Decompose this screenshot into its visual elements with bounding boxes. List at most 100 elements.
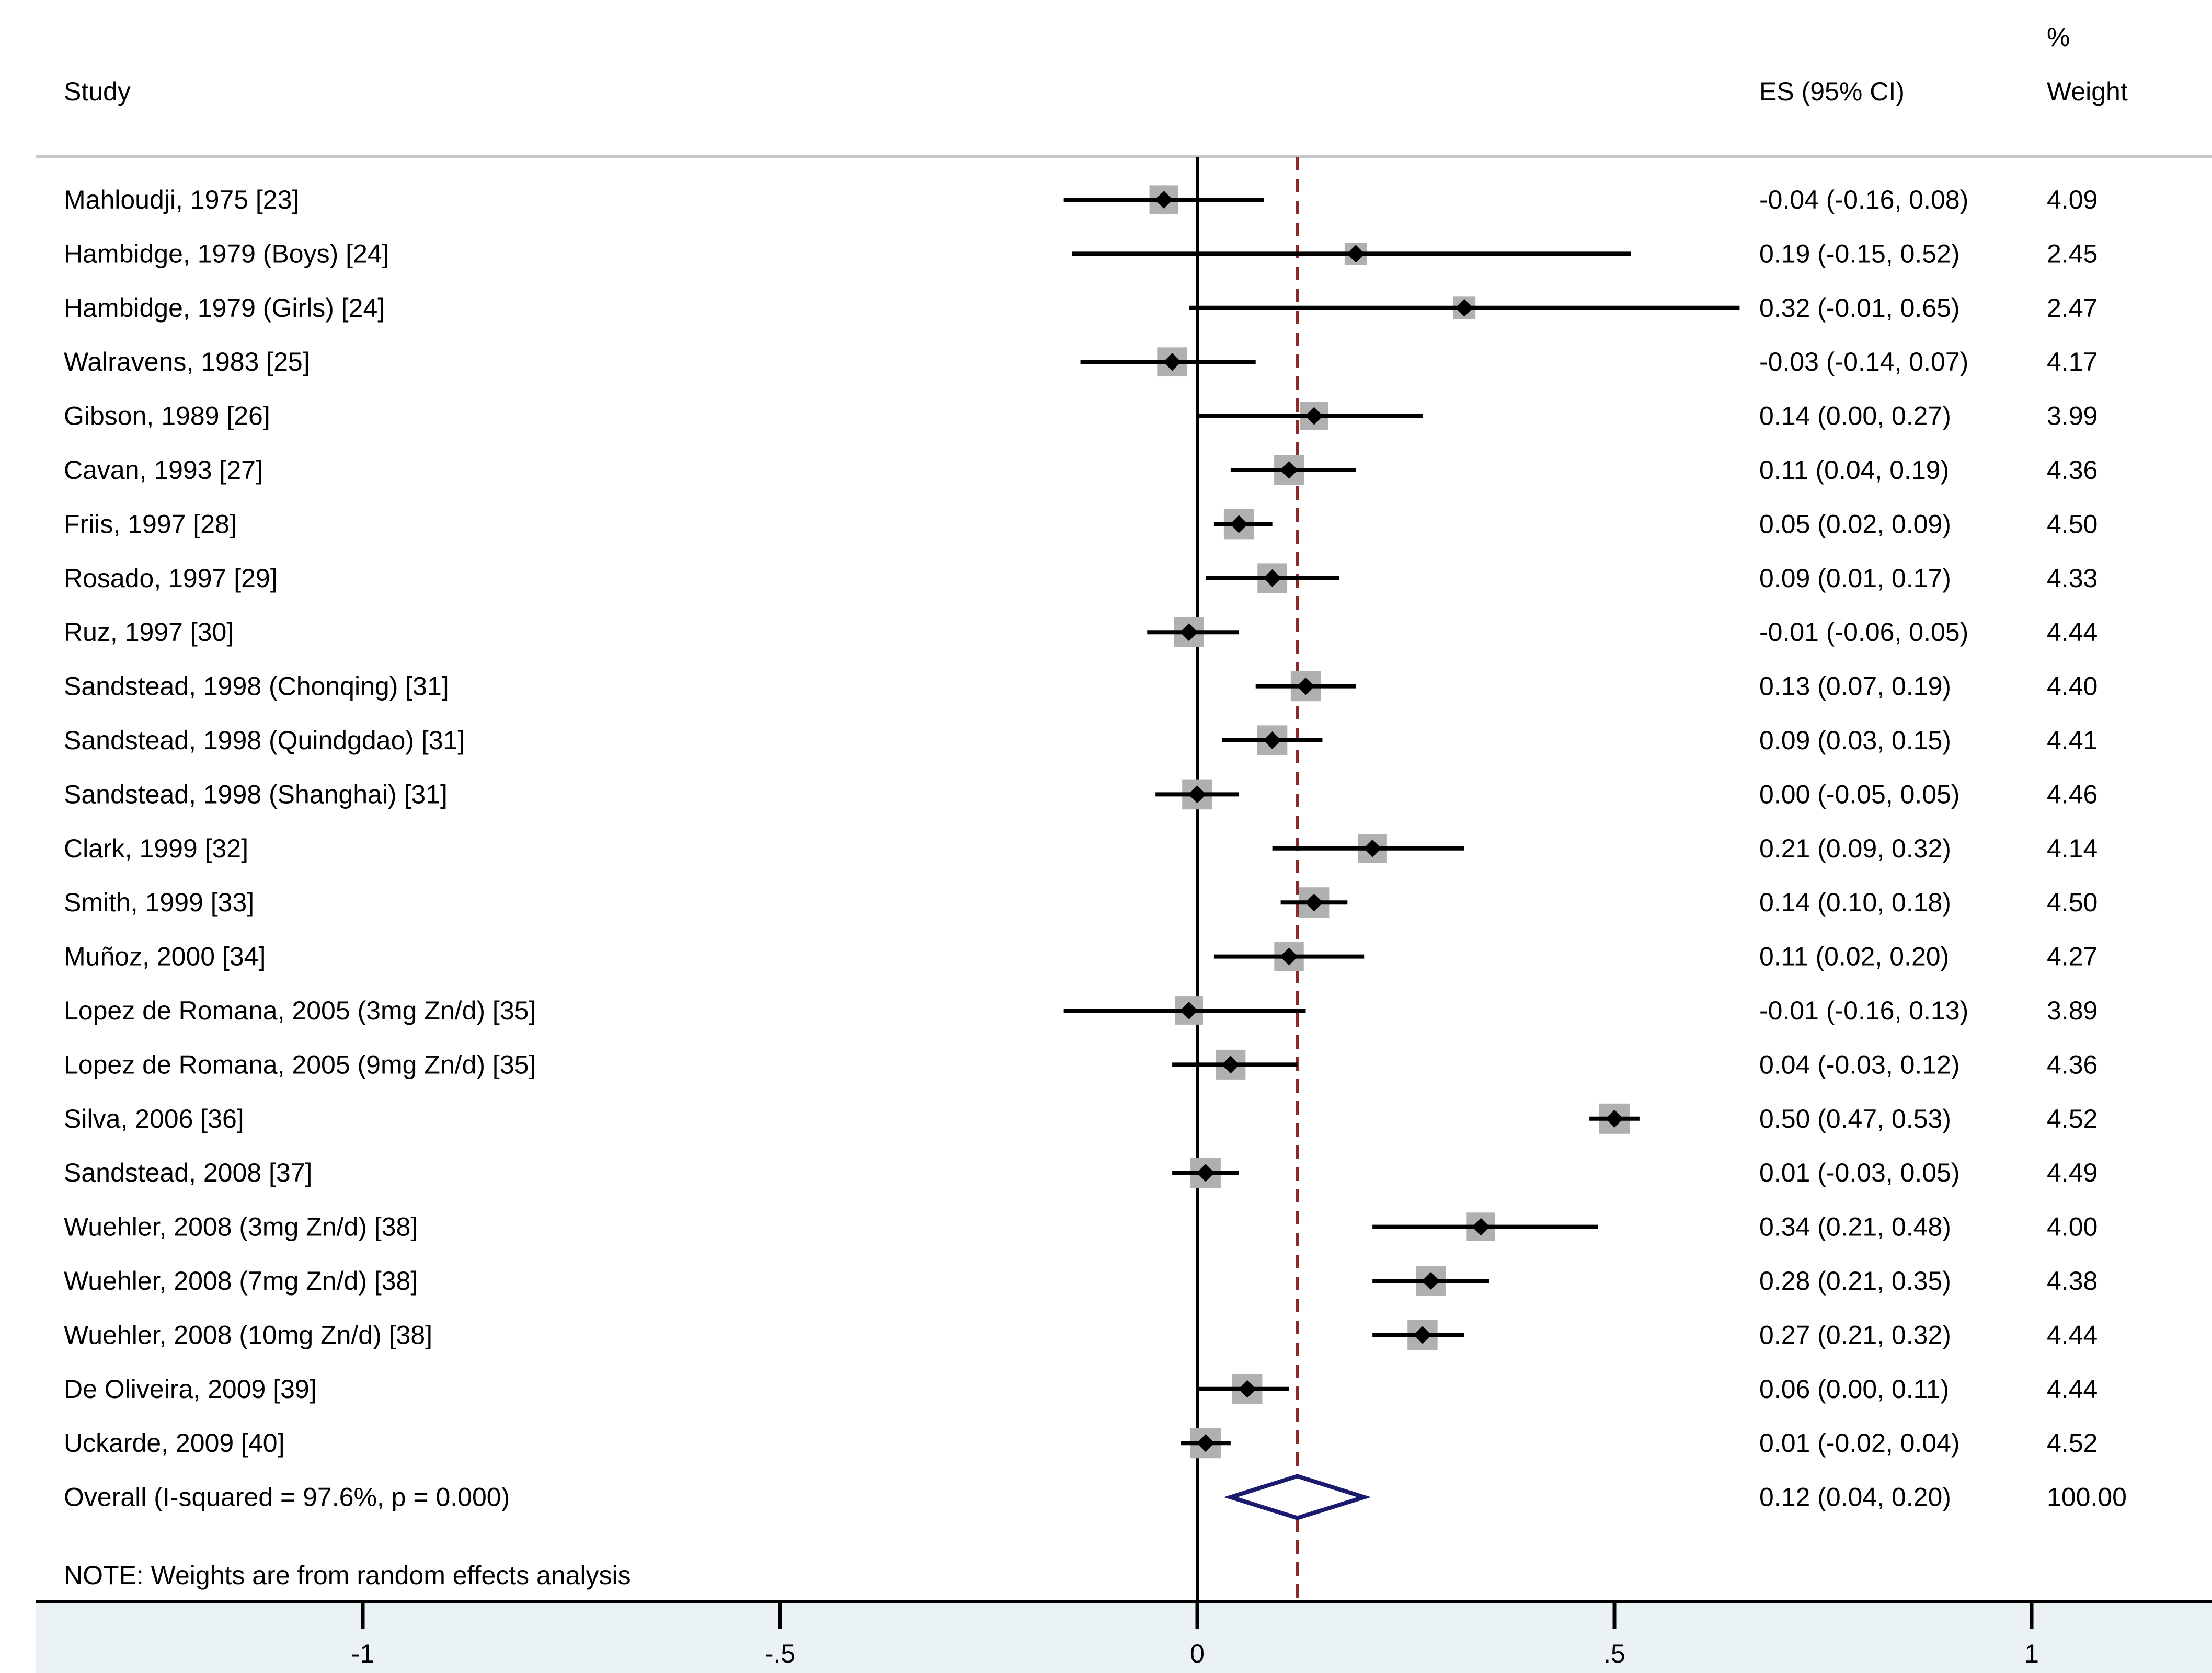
- study-weight: 3.89: [2047, 996, 2098, 1025]
- study-label: Clark, 1999 [32]: [64, 834, 248, 863]
- study-label: Uckarde, 2009 [40]: [64, 1428, 285, 1458]
- study-label: Lopez de Romana, 2005 (9mg Zn/d) [35]: [64, 1050, 536, 1079]
- study-weight: 4.27: [2047, 942, 2098, 971]
- study-label: Lopez de Romana, 2005 (3mg Zn/d) [35]: [64, 996, 536, 1025]
- x-axis: -1 -.5 0 .5 1: [351, 1602, 2039, 1668]
- study-es-ci: 0.13 (0.07, 0.19): [1759, 672, 1951, 701]
- study-label: Silva, 2006 [36]: [64, 1104, 244, 1133]
- point-estimate: [1238, 1380, 1256, 1398]
- point-estimate: [1221, 1056, 1240, 1074]
- study-es-ci: 0.01 (-0.03, 0.05): [1759, 1158, 1960, 1187]
- study-label: Gibson, 1989 [26]: [64, 402, 270, 431]
- point-estimate: [1280, 947, 1298, 966]
- study-weight: 4.50: [2047, 888, 2098, 917]
- study-weight: 4.44: [2047, 1320, 2098, 1349]
- study-label: Hambidge, 1979 (Boys) [24]: [64, 239, 389, 268]
- point-estimate: [1180, 1002, 1198, 1019]
- study-weight: 4.46: [2047, 780, 2098, 809]
- point-estimate: [1305, 407, 1323, 425]
- study-es-ci: 0.27 (0.21, 0.32): [1759, 1320, 1951, 1349]
- x-axis-band: [36, 1602, 2212, 1673]
- study-label: Sandstead, 2008 [37]: [64, 1158, 312, 1187]
- study-es-ci: 0.06 (0.00, 0.11): [1759, 1374, 1949, 1404]
- study-es-ci: 0.01 (-0.02, 0.04): [1759, 1428, 1960, 1458]
- point-estimate: [1347, 245, 1365, 263]
- study-es-ci: -0.04 (-0.16, 0.08): [1759, 185, 1968, 214]
- study-label: Mahloudji, 1975 [23]: [64, 185, 299, 214]
- point-estimate: [1297, 677, 1315, 695]
- study-es-ci: 0.19 (-0.15, 0.52): [1759, 239, 1960, 268]
- x-tick-label: -1: [351, 1639, 374, 1668]
- study-weight: 4.52: [2047, 1104, 2098, 1133]
- study-label: Friis, 1997 [28]: [64, 509, 237, 538]
- study-weight: 4.49: [2047, 1158, 2098, 1187]
- study-label: Ruz, 1997 [30]: [64, 617, 234, 647]
- study-es-ci: 0.32 (-0.01, 0.65): [1759, 293, 1960, 323]
- point-estimate: [1363, 839, 1382, 857]
- study-es-ci: 0.05 (0.02, 0.09): [1759, 509, 1951, 538]
- study-weight: 4.38: [2047, 1266, 2098, 1296]
- point-estimate: [1422, 1272, 1440, 1290]
- study-weight: 4.50: [2047, 509, 2098, 538]
- study-es-ci: -0.01 (-0.16, 0.13): [1759, 996, 1968, 1025]
- study-weight: 4.44: [2047, 617, 2098, 647]
- x-tick-label: -.5: [765, 1639, 795, 1668]
- study-label: Wuehler, 2008 (3mg Zn/d) [38]: [64, 1212, 418, 1242]
- study-es-ci: 0.11 (0.02, 0.20): [1759, 942, 1949, 971]
- study-es-ci: 0.11 (0.04, 0.19): [1759, 455, 1949, 485]
- point-estimate: [1305, 893, 1323, 912]
- header-es-ci: ES (95% CI): [1759, 77, 1905, 106]
- point-estimate: [1263, 731, 1281, 749]
- study-rows: Mahloudji, 1975 [23] -0.04 (-0.16, 0.08) 4…: [64, 185, 2127, 1512]
- point-estimate: [1188, 785, 1206, 804]
- study-es-ci: 0.34 (0.21, 0.48): [1759, 1212, 1951, 1242]
- point-estimate: [1230, 515, 1248, 533]
- study-label: Rosado, 1997 [29]: [64, 564, 278, 593]
- point-estimate: [1155, 191, 1173, 209]
- study-es-ci: 0.28 (0.21, 0.35): [1759, 1266, 1951, 1296]
- point-estimate: [1196, 1434, 1214, 1452]
- study-weight: 2.45: [2047, 239, 2098, 268]
- study-weight: 4.33: [2047, 564, 2098, 593]
- study-es-ci: 0.21 (0.09, 0.32): [1759, 834, 1951, 863]
- x-tick-label: 0: [1190, 1639, 1205, 1668]
- study-label: Sandstead, 1998 (Chonqing) [31]: [64, 672, 449, 701]
- study-label: Muñoz, 2000 [34]: [64, 942, 266, 971]
- header-weight: Weight: [2047, 77, 2128, 106]
- point-estimate: [1180, 623, 1198, 641]
- study-label: Walravens, 1983 [25]: [64, 347, 310, 376]
- study-weight: 4.09: [2047, 185, 2098, 214]
- study-weight: 3.99: [2047, 402, 2098, 431]
- point-estimate: [1413, 1326, 1431, 1344]
- study-es-ci: -0.03 (-0.14, 0.07): [1759, 347, 1968, 376]
- study-es-ci: 0.00 (-0.05, 0.05): [1759, 780, 1960, 809]
- x-tick-label: .5: [1603, 1639, 1625, 1668]
- study-es-ci: 0.14 (0.10, 0.18): [1759, 888, 1951, 917]
- study-es-ci: 0.14 (0.00, 0.27): [1759, 402, 1951, 431]
- study-es-ci: 0.09 (0.03, 0.15): [1759, 726, 1951, 755]
- study-label: Sandstead, 1998 (Quindgdao) [31]: [64, 726, 465, 755]
- study-es-ci: 0.09 (0.01, 0.17): [1759, 564, 1951, 593]
- point-estimate: [1472, 1218, 1490, 1236]
- plot-marks: [1063, 157, 1740, 1602]
- study-label: Sandstead, 1998 (Shanghai) [31]: [64, 780, 448, 809]
- overall-diamond: [1223, 1474, 1371, 1520]
- overall-es-ci: 0.12 (0.04, 0.20): [1759, 1483, 1951, 1512]
- point-estimate: [1263, 569, 1281, 587]
- study-weight: 4.17: [2047, 347, 2098, 376]
- point-estimate: [1163, 353, 1182, 371]
- study-es-ci: 0.04 (-0.03, 0.12): [1759, 1050, 1960, 1079]
- x-tick-label: 1: [2024, 1639, 2039, 1668]
- overall-label: Overall (I-squared = 97.6%, p = 0.000): [64, 1483, 510, 1512]
- header-weight-percent: %: [2047, 22, 2070, 52]
- study-weight: 4.00: [2047, 1212, 2098, 1242]
- point-estimate: [1606, 1109, 1623, 1128]
- study-label: De Oliveira, 2009 [39]: [64, 1374, 317, 1404]
- study-label: Wuehler, 2008 (10mg Zn/d) [38]: [64, 1320, 432, 1349]
- study-weight: 4.44: [2047, 1374, 2098, 1404]
- study-label: Cavan, 1993 [27]: [64, 455, 263, 485]
- point-estimate: [1280, 461, 1298, 479]
- header-study: Study: [64, 77, 131, 106]
- study-weight: 2.47: [2047, 293, 2098, 323]
